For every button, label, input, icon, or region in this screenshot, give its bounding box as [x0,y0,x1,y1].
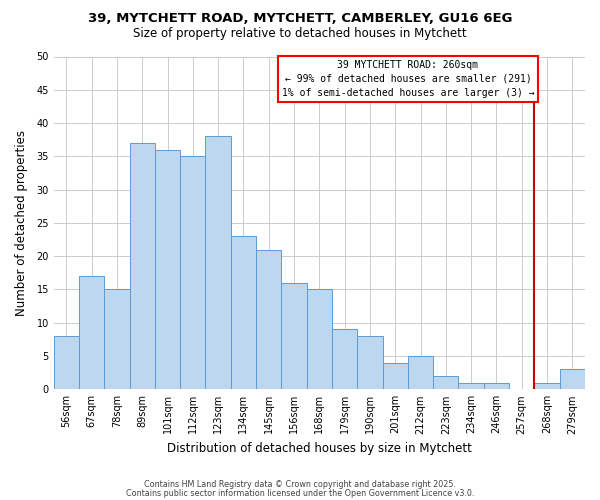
Bar [256,250,281,390]
Bar [180,156,205,390]
Bar [53,336,79,390]
Bar [535,382,560,390]
Bar [484,382,509,390]
Bar [79,276,104,390]
Bar [433,376,458,390]
Text: 39 MYTCHETT ROAD: 260sqm
← 99% of detached houses are smaller (291)
1% of semi-d: 39 MYTCHETT ROAD: 260sqm ← 99% of detach… [281,60,534,98]
Bar [307,290,332,390]
Text: Size of property relative to detached houses in Mytchett: Size of property relative to detached ho… [133,28,467,40]
Bar [104,290,130,390]
Bar [357,336,383,390]
Bar [408,356,433,390]
Text: Contains public sector information licensed under the Open Government Licence v3: Contains public sector information licen… [126,488,474,498]
Bar [458,382,484,390]
Text: 39, MYTCHETT ROAD, MYTCHETT, CAMBERLEY, GU16 6EG: 39, MYTCHETT ROAD, MYTCHETT, CAMBERLEY, … [88,12,512,26]
Bar [130,143,155,390]
Bar [281,283,307,390]
Bar [231,236,256,390]
Y-axis label: Number of detached properties: Number of detached properties [15,130,28,316]
Bar [560,370,585,390]
Bar [205,136,231,390]
Bar [332,330,357,390]
Text: Contains HM Land Registry data © Crown copyright and database right 2025.: Contains HM Land Registry data © Crown c… [144,480,456,489]
X-axis label: Distribution of detached houses by size in Mytchett: Distribution of detached houses by size … [167,442,472,455]
Bar [155,150,180,390]
Bar [383,362,408,390]
